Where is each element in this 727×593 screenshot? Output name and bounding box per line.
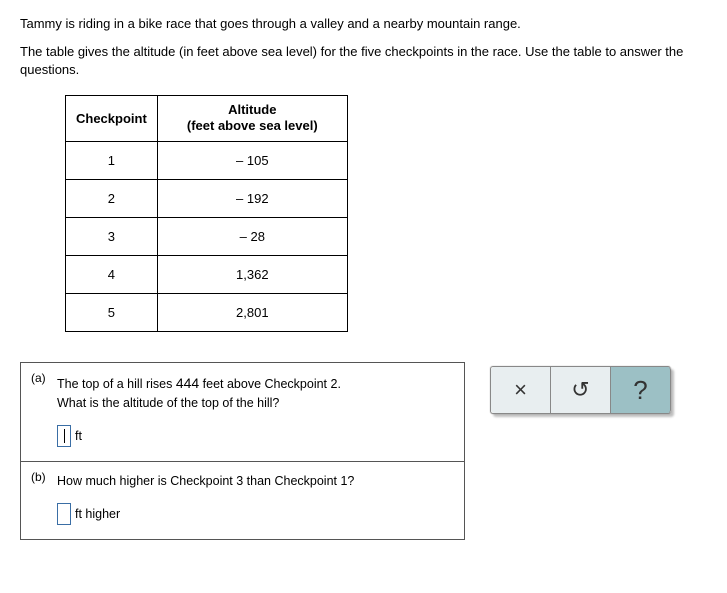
table-body: 1– 105 2– 192 3– 28 41,362 52,801 xyxy=(66,142,348,332)
reset-button[interactable]: ↺ xyxy=(551,367,611,413)
table-row: 3– 28 xyxy=(66,218,348,256)
altitude-table: Checkpoint Altitude (feet above sea leve… xyxy=(65,95,348,333)
question-a: (a) The top of a hill rises 444 feet abo… xyxy=(21,363,464,461)
part-label-b: (b) xyxy=(31,470,46,484)
reset-icon: ↺ xyxy=(571,377,589,403)
part-label-a: (a) xyxy=(31,371,46,385)
close-button[interactable]: × xyxy=(491,367,551,413)
table-header-checkpoint: Checkpoint xyxy=(66,95,158,142)
help-icon: ? xyxy=(633,375,647,406)
intro-text: Tammy is riding in a bike race that goes… xyxy=(20,15,707,80)
intro-line-2: The table gives the altitude (in feet ab… xyxy=(20,43,707,79)
table-row: 52,801 xyxy=(66,294,348,332)
intro-line-1: Tammy is riding in a bike race that goes… xyxy=(20,15,707,33)
question-b: (b) How much higher is Checkpoint 3 than… xyxy=(21,461,464,539)
question-a-text: The top of a hill rises 444 feet above C… xyxy=(57,373,452,413)
questions-box: (a) The top of a hill rises 444 feet abo… xyxy=(20,362,465,540)
unit-ft-a: ft xyxy=(75,429,82,443)
table-row: 2– 192 xyxy=(66,180,348,218)
help-button[interactable]: ? xyxy=(611,367,671,413)
table-row: 1– 105 xyxy=(66,142,348,180)
toolbox: × ↺ ? xyxy=(490,366,671,414)
answer-input-b[interactable] xyxy=(57,503,71,525)
table-row: 41,362 xyxy=(66,256,348,294)
unit-ft-b: ft higher xyxy=(75,507,120,521)
table-header-altitude: Altitude (feet above sea level) xyxy=(157,95,347,142)
close-icon: × xyxy=(514,377,527,403)
question-b-text: How much higher is Checkpoint 3 than Che… xyxy=(57,472,452,491)
answer-input-a[interactable] xyxy=(57,425,71,447)
